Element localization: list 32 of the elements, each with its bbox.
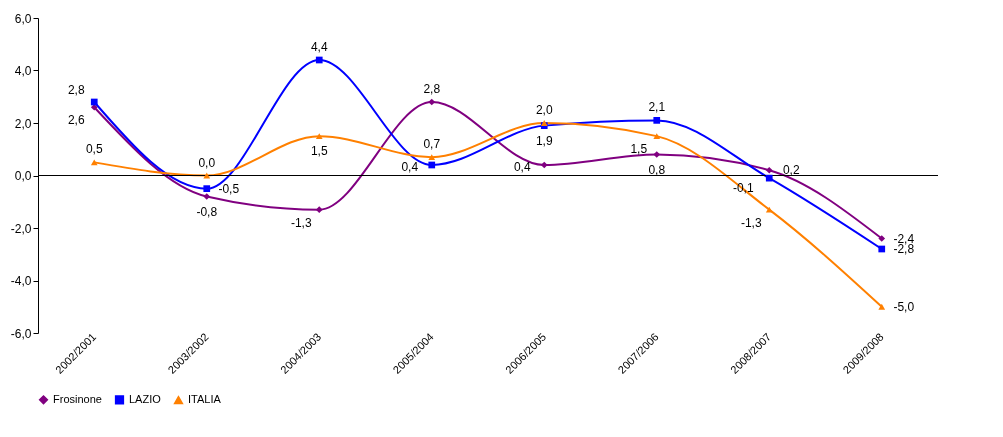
data-label: 2,8 [423, 82, 441, 96]
data-label: -0,8 [196, 204, 218, 219]
data-label: 0,0 [198, 155, 216, 170]
data-label: 1,9 [535, 133, 553, 148]
data-label: 2,6 [67, 113, 85, 128]
data-label: 0,5 [85, 142, 103, 157]
data-label: 0,7 [423, 137, 441, 152]
data-label: 2,1 [648, 100, 666, 115]
legend-label: LAZIO [129, 392, 162, 405]
data-label: 0,8 [648, 162, 666, 177]
data-label: 0,4 [401, 160, 419, 174]
data-label: -5,0 [893, 299, 915, 314]
y-tick-label: 4,0 [14, 64, 32, 78]
data-label: -0,5 [218, 181, 240, 196]
data-label: 0,2 [782, 163, 800, 178]
legend-label: Frosinone [53, 392, 102, 405]
y-tick-label: -2,0 [10, 221, 32, 236]
y-tick-label: -4,0 [10, 274, 32, 288]
data-label: -2,4 [893, 231, 915, 246]
data-label: -1,3 [290, 215, 312, 230]
y-tick-label: 6,0 [14, 11, 32, 26]
data-label: 1,5 [310, 144, 328, 159]
y-tick-label: 0,0 [14, 169, 32, 183]
data-label: 2,8 [67, 83, 85, 97]
data-label: 2,0 [535, 103, 553, 117]
y-tick-label: 2,0 [14, 116, 32, 131]
data-label: 4,4 [310, 40, 328, 54]
data-label: 0,4 [513, 160, 531, 174]
data-label: -1,3 [740, 215, 762, 230]
legend-label: ITALIA [188, 393, 222, 406]
data-label: 1,5 [630, 142, 648, 157]
y-tick-label: -6,0 [10, 326, 32, 341]
